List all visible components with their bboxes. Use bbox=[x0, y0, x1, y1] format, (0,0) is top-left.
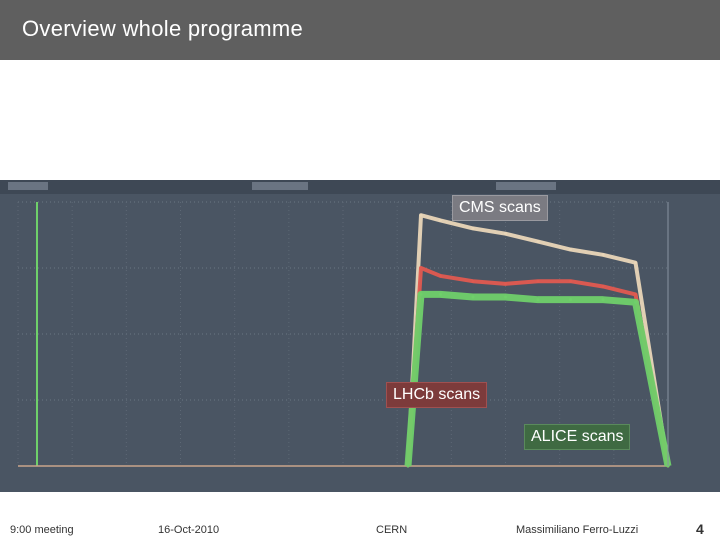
series-line-2 bbox=[406, 266, 670, 467]
series-point bbox=[569, 248, 572, 252]
legend-swatch-3 bbox=[496, 182, 556, 190]
series-point bbox=[601, 284, 605, 288]
series-point bbox=[406, 464, 410, 468]
plot-header-strip bbox=[0, 180, 720, 194]
series-point bbox=[536, 279, 540, 283]
series-point bbox=[504, 295, 507, 299]
series-point bbox=[504, 282, 507, 286]
series-point bbox=[536, 240, 540, 244]
legend-swatch-2 bbox=[252, 182, 308, 190]
series-point bbox=[471, 295, 475, 299]
series-layer bbox=[404, 213, 672, 468]
series-point bbox=[601, 253, 605, 257]
series-point bbox=[471, 279, 475, 283]
series-point bbox=[419, 213, 423, 217]
luminosity-plot bbox=[0, 180, 720, 492]
series-point bbox=[569, 279, 572, 283]
cms-scans-callout: CMS scans bbox=[452, 195, 548, 221]
series-line-3 bbox=[404, 290, 672, 467]
series-point bbox=[419, 292, 423, 296]
plot-canvas bbox=[0, 180, 720, 492]
series-point bbox=[471, 226, 475, 230]
title-bar: Overview whole programme bbox=[0, 0, 720, 60]
slide-title: Overview whole programme bbox=[22, 16, 304, 41]
series-point bbox=[504, 232, 507, 236]
series-point bbox=[634, 261, 637, 265]
footer-date: 16-Oct-2010 bbox=[158, 524, 220, 536]
alice-scans-callout: ALICE scans bbox=[524, 424, 631, 450]
series-point bbox=[419, 266, 423, 270]
footer-place: CERN bbox=[376, 524, 408, 536]
legend-swatch-1 bbox=[8, 182, 48, 190]
series-point bbox=[439, 274, 442, 278]
page-number: 4 bbox=[696, 521, 704, 537]
series-point bbox=[634, 300, 637, 304]
series-line-1 bbox=[406, 213, 670, 467]
series-point bbox=[439, 218, 442, 222]
series-point bbox=[634, 292, 637, 296]
footer-meeting: 9:00 meeting bbox=[10, 524, 74, 536]
series-point bbox=[569, 298, 572, 302]
series-point bbox=[536, 298, 540, 302]
footer-author: Massimiliano Ferro-Luzzi bbox=[516, 524, 639, 536]
series-point bbox=[601, 298, 605, 302]
lhcb-scans-callout: LHCb scans bbox=[386, 382, 488, 408]
series-point bbox=[439, 292, 442, 296]
